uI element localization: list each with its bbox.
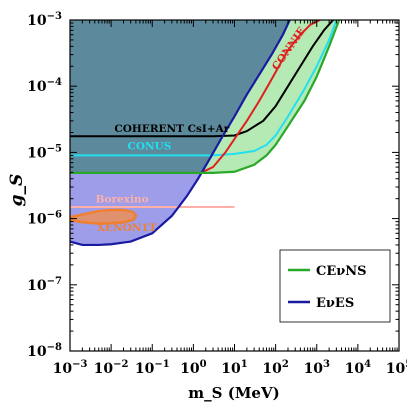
x-tick-label: 101: [221, 359, 247, 377]
plot-area: [70, 20, 341, 247]
y-tick-label: 10−8: [27, 342, 62, 360]
axis-ticks: 10−3 10−2 10−1 100 101 102 103 104 105 10−8 10−7 10…: [27, 11, 407, 377]
legend-label: EνES: [316, 296, 354, 311]
excluded-overlap-region: [70, 20, 290, 173]
y-tick-label: 10−3: [27, 11, 62, 29]
annotation-conus: CONUS: [128, 141, 172, 153]
region-boundary-0: [70, 20, 291, 247]
annotation-coherent-csi-ar: COHERENT CsI+Ar: [114, 123, 229, 135]
x-tick-label: 10−1: [135, 359, 170, 377]
annotation-borexino: Borexino: [96, 194, 149, 206]
x-tick-label: 105: [386, 359, 407, 377]
x-tick-label: 102: [262, 359, 288, 377]
xenon1t-region: [70, 208, 138, 225]
y-tick-label: 10−6: [27, 210, 62, 228]
x-tick-label: 100: [180, 359, 206, 377]
series-line-connie: [200, 20, 321, 174]
y-tick-label: 10−4: [27, 77, 62, 95]
legend: CEνNS EνES: [279, 249, 391, 323]
x-tick-label: 103: [304, 359, 330, 377]
legend-label: CEνNS: [316, 264, 367, 279]
y-tick-label: 10−7: [27, 276, 62, 294]
x-axis-label: m_S (MeV): [188, 384, 279, 402]
series-line-coherent-csi-ar: [70, 20, 334, 138]
region-boundary-1: [70, 20, 341, 175]
x-tick-label: 104: [345, 359, 371, 377]
legend-box: [279, 249, 391, 323]
y-tick-label: 10−5: [27, 143, 62, 161]
x-tick-label: 10−3: [53, 359, 88, 377]
series-line-conus: [70, 20, 338, 157]
annotation-xenon1t: XENON1T: [97, 222, 157, 234]
x-tick-label: 10−2: [94, 359, 129, 377]
y-axis-label: g_S: [7, 174, 27, 207]
